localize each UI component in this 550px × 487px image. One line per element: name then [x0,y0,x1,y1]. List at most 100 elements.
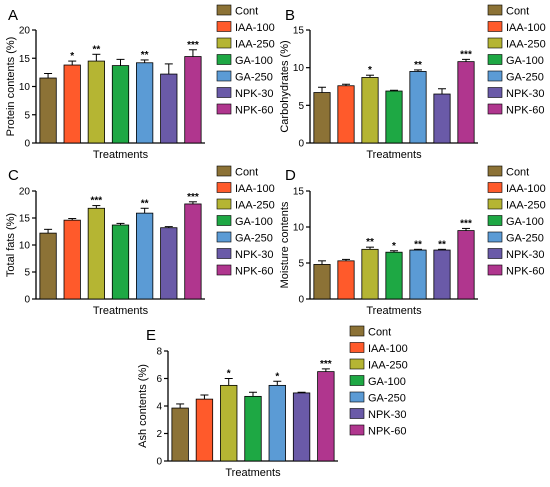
legend-swatch [216,54,232,65]
legend-swatch [349,424,365,436]
legend-swatch [487,87,503,98]
significance-marker: ** [92,44,100,55]
legend-item: Cont [487,165,529,179]
legend-label: NPK-60 [235,266,274,278]
bar-npk-60 [184,56,202,144]
legend-label: GA-250 [235,233,273,245]
legend-swatch [349,408,365,419]
x-axis-label: Treatments [93,149,149,161]
significance-marker: ** [414,239,422,250]
bar-cont [313,264,331,300]
bar-npk-30 [433,93,451,144]
legend-label: IAA-100 [368,343,408,355]
bar-iaa-100 [63,64,81,144]
y-tick-label: 10 [293,223,305,234]
legend-item: IAA-100 [349,342,408,355]
panel-letter: D [285,167,296,184]
y-axis-label: Moisture contents [279,201,291,288]
legend-label: NPK-60 [506,105,545,117]
y-tick-label: 15 [293,26,305,37]
y-tick-label: 10 [19,82,31,93]
bar-ga-100 [111,65,130,144]
bar-iaa-100 [337,260,355,300]
legend-item: IAA-250 [216,198,275,212]
legend-swatch [349,325,365,337]
y-tick-label: 0 [24,295,30,306]
y-tick-label: 5 [298,101,304,112]
legend-label: NPK-60 [368,426,407,438]
significance-marker: *** [320,359,332,370]
legend-swatch [216,37,232,49]
legend-label: NPK-30 [506,249,545,261]
significance-marker: ** [141,198,149,209]
legend-item: GA-100 [349,375,406,388]
legend-swatch [216,165,232,177]
legend-swatch [487,231,503,243]
significance-marker: *** [460,218,472,229]
panel-letter: A [8,7,18,24]
significance-marker: *** [91,196,103,207]
legend-swatch [349,391,365,403]
panel-letter: E [146,327,156,344]
legend-swatch [216,21,232,32]
bar-iaa-250 [220,384,238,462]
legend-item: GA-100 [487,215,544,228]
significance-marker: * [227,369,231,380]
y-tick-label: 5 [298,259,304,270]
legend-swatch [216,182,232,193]
legend-label: GA-100 [506,216,544,228]
panel-letter: B [285,7,295,24]
y-tick-label: 4 [156,402,162,413]
legend-swatch [349,375,365,386]
legend-swatch [487,103,503,115]
y-tick-label: 0 [156,457,162,468]
legend-swatch [216,198,232,210]
significance-marker: *** [187,192,199,203]
legend-item: NPK-60 [349,424,407,438]
y-tick-label: 20 [19,187,31,198]
legend: Cont IAA-100 IAA-250 GA-100 GA-250 NPK-30 NPK-… [216,165,275,278]
bar-ga-100 [111,224,130,300]
legend-swatch [487,54,503,65]
legend-label: IAA-100 [506,22,546,34]
bar-ga-250 [409,71,427,144]
legend-swatch [216,215,232,226]
significance-marker: ** [414,60,422,71]
bar-ga-250 [136,212,154,300]
legend: Cont IAA-100 IAA-250 GA-100 GA-250 NPK-30 NPK-… [349,325,408,438]
legend-item: IAA-100 [487,182,546,195]
legend-item: NPK-30 [216,87,274,100]
y-axis-label: Carbohydrates (%) [279,40,291,132]
legend: Cont IAA-100 IAA-250 GA-100 GA-250 NPK-30 NPK-… [487,4,546,117]
legend-swatch [487,21,503,32]
legend-swatch [349,342,365,353]
significance-marker: * [70,51,74,62]
significance-marker: *** [460,49,472,60]
legend-item: Cont [487,4,529,18]
bar-ga-100 [385,90,403,144]
legend-label: GA-100 [235,216,273,228]
legend-item: NPK-30 [216,248,274,261]
bar-npk-60 [457,230,475,300]
legend-swatch [349,358,365,370]
bar-cont [39,232,57,300]
significance-marker: ** [438,239,446,250]
legend-item: Cont [216,165,258,179]
legend-label: GA-100 [506,55,544,67]
legend-label: IAA-100 [235,22,275,34]
legend-swatch [216,103,232,115]
x-axis-label: Treatments [366,149,422,161]
legend-label: Cont [506,167,529,179]
y-tick-label: 15 [19,214,31,225]
legend-swatch [487,264,503,276]
significance-marker: *** [187,40,199,51]
legend-label: IAA-250 [235,200,275,212]
y-axis-label: Ash contents (%) [137,364,149,448]
bar-ga-100 [244,395,262,462]
legend-swatch [216,4,232,16]
legend-item: IAA-250 [216,37,275,51]
panel-letter: C [8,167,19,184]
bar-npk-60 [317,371,335,462]
